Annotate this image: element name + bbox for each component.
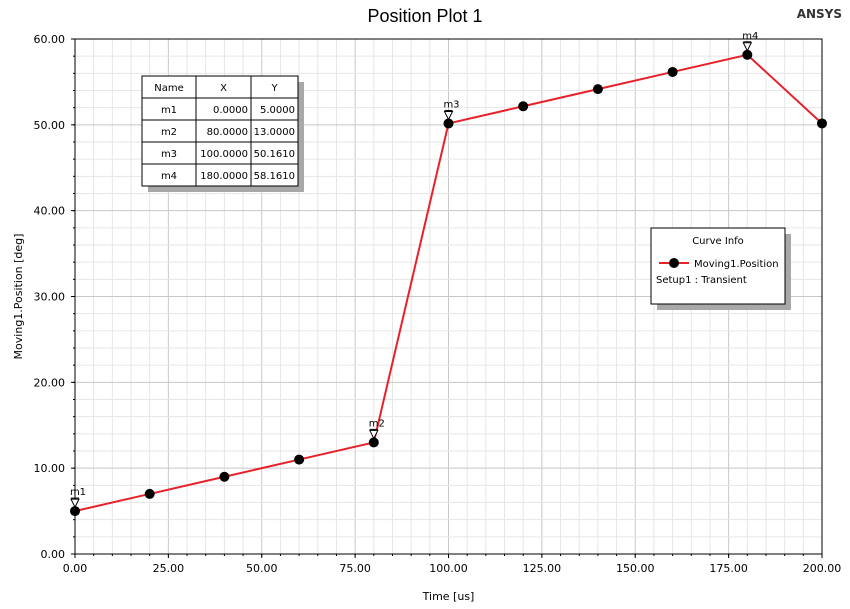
marker-label: m4 (742, 31, 758, 42)
table-header: Name (154, 83, 184, 94)
table-value: 80.0000 (207, 127, 248, 138)
x-tick-label: 0.00 (63, 562, 88, 575)
data-point (592, 84, 603, 95)
legend-marker-icon (669, 258, 679, 268)
legend-entry: Moving1.Position (694, 259, 779, 270)
table-value: 100.0000 (200, 149, 248, 160)
x-tick-label: 50.00 (246, 562, 278, 575)
marker-triangle-icon (443, 110, 454, 121)
y-tick-label: 40.00 (34, 205, 66, 218)
table-header: Y (270, 83, 278, 94)
y-tick-label: 20.00 (34, 376, 66, 389)
x-tick-label: 25.00 (153, 562, 185, 575)
y-tick-label: 50.00 (34, 119, 66, 132)
data-point (368, 437, 379, 448)
y-axis-label: Moving1.Position [deg] (12, 234, 25, 360)
data-point (219, 471, 230, 482)
marker-triangle-icon (70, 498, 80, 509)
x-tick-label: 100.00 (429, 562, 468, 575)
series-layer (70, 49, 827, 517)
table-value: m3 (161, 149, 177, 160)
marker-table: Name X Ym1 0.0000 5.0000 m2 80.0000 13.0000 m3 10… (141, 75, 304, 192)
marker-label: m2 (369, 418, 385, 429)
table-value: m1 (161, 105, 177, 116)
y-tick-label: 30.00 (34, 291, 66, 304)
x-tick-label: 75.00 (339, 562, 371, 575)
table-value: 50.1610 (254, 149, 295, 160)
marker-label: m1 (70, 487, 86, 498)
brand-logo: ANSYS (796, 7, 842, 21)
table-value: 5.0000 (260, 105, 295, 116)
x-tick-label: 200.00 (803, 562, 842, 575)
table-value: m4 (161, 171, 177, 182)
legend-title: Curve Info (692, 236, 744, 247)
table-value: m2 (161, 127, 177, 138)
table-value: 180.0000 (200, 171, 248, 182)
y-tick-label: 0.00 (41, 548, 66, 561)
data-point (144, 488, 155, 499)
table-value: 0.0000 (213, 105, 248, 116)
marker-triangle-icon (742, 42, 753, 52)
marker-label: m3 (443, 99, 459, 110)
marker-layer: m1 m2 m3 m4 (70, 31, 758, 509)
axis-ticks: 0.00 25.00 50.00 75.00 100.00 125.00 150.00 175… (34, 33, 842, 575)
y-tick-label: 10.00 (34, 462, 66, 475)
table-value: 13.0000 (254, 127, 295, 138)
data-point (667, 66, 678, 77)
x-tick-label: 150.00 (616, 562, 655, 575)
table-cell (250, 163, 299, 187)
data-point (70, 506, 80, 517)
data-point (742, 49, 753, 60)
chart-title: Position Plot 1 (367, 6, 483, 26)
x-tick-label: 125.00 (523, 562, 562, 575)
marker-triangle-icon (368, 429, 379, 440)
legend-subtitle: Setup1 : Transient (656, 275, 747, 286)
x-axis-label: Time [us] (422, 590, 475, 603)
x-tick-label: 175.00 (709, 562, 748, 575)
y-tick-label: 60.00 (34, 33, 66, 46)
data-point (518, 101, 529, 112)
table-frame (141, 75, 299, 187)
table-header: X (220, 83, 227, 94)
table-value: 58.1610 (254, 171, 295, 182)
data-point (817, 118, 827, 129)
legend-box: Curve Info Moving1.Position Setup1 : Trans… (650, 227, 791, 310)
data-point (443, 118, 454, 129)
data-point (294, 454, 305, 465)
